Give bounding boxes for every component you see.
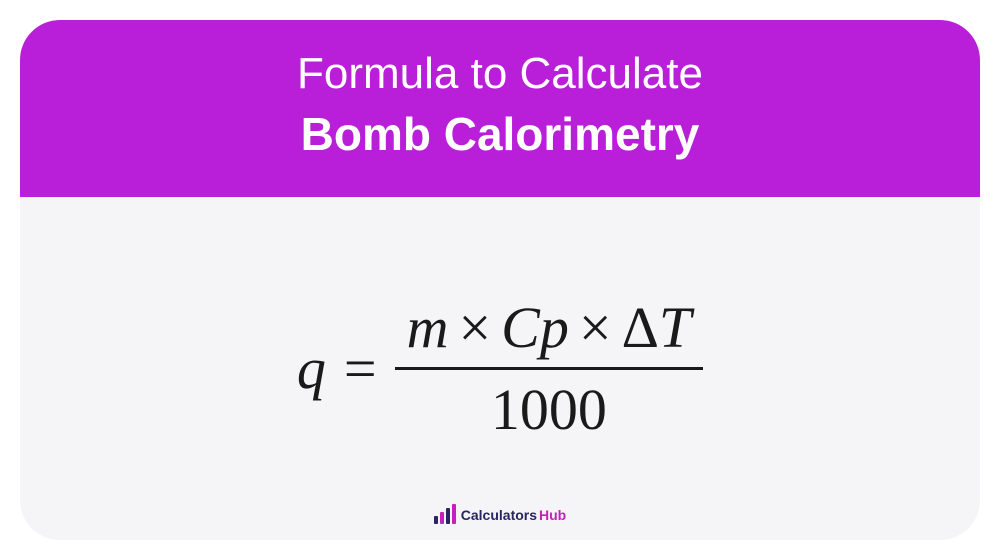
card-body: q = m × Cp × ΔT 1000 Calculat: [20, 197, 980, 540]
op-times-1: ×: [458, 294, 491, 361]
formula-fraction: m × Cp × ΔT 1000: [395, 294, 704, 443]
formula-numerator: m × Cp × ΔT: [395, 294, 704, 367]
formula-card: Formula to Calculate Bomb Calorimetry q …: [20, 20, 980, 540]
logo-bar-4: [452, 504, 456, 524]
header-line1: Formula to Calculate: [40, 48, 960, 101]
logo-bars-icon: [434, 506, 456, 524]
formula-denominator: 1000: [479, 370, 619, 443]
var-m: m: [407, 294, 449, 361]
logo-bar-1: [434, 516, 438, 524]
op-times-2: ×: [579, 294, 612, 361]
brand-logo: Calculators Hub: [434, 506, 566, 524]
var-deltaT: ΔT: [622, 294, 692, 361]
logo-text-main: Calculators: [461, 507, 537, 523]
logo-text-sub: Hub: [539, 507, 566, 523]
formula-lhs: q: [297, 335, 326, 402]
formula-equals: =: [344, 335, 377, 402]
logo-bar-3: [446, 508, 450, 524]
header-line2: Bomb Calorimetry: [40, 105, 960, 165]
card-header: Formula to Calculate Bomb Calorimetry: [20, 20, 980, 197]
formula: q = m × Cp × ΔT 1000: [297, 294, 703, 443]
var-Cp: Cp: [501, 294, 569, 361]
logo-bar-2: [440, 512, 444, 524]
